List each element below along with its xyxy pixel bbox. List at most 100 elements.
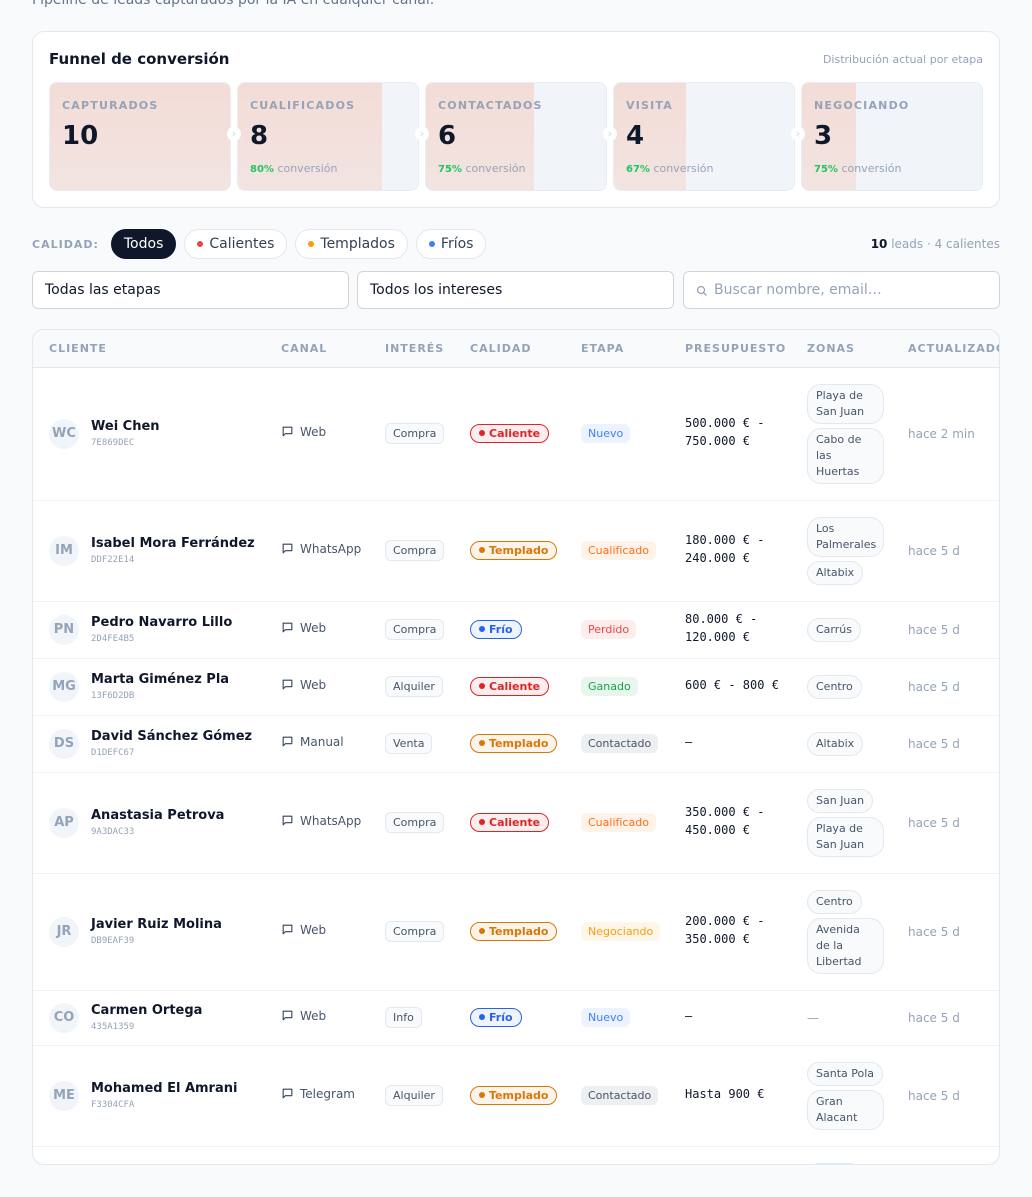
client-name: Javier Ruiz Molina xyxy=(91,917,222,932)
arrow: › xyxy=(415,127,429,141)
client-text: Javier Ruiz Molina DB9EAF39 xyxy=(91,917,222,946)
client-text: Isabel Mora Ferrández DDF22E14 xyxy=(91,536,255,565)
quality-chip[interactable]: Templados xyxy=(295,229,408,259)
leads-table: CLIENTE CANAL INTERÉS CALIDAD ETAPA PRESUPUES… xyxy=(33,330,999,1164)
lead-row[interactable]: PN Pedro Navarro Lillo 2D4FE4B5 Web Compra Fr… xyxy=(33,601,999,659)
channel-icon xyxy=(282,622,293,633)
quality-chip[interactable]: Calientes xyxy=(184,229,288,259)
funnel-stage: CAPTURADOS 10 xyxy=(49,82,231,191)
funnel-stage: NEGOCIANDO 3 75% conversión xyxy=(801,82,983,191)
avatar: IM xyxy=(49,535,79,566)
client-text: Anastasia Petrova 9A3DAC33 xyxy=(91,808,224,837)
lead-row[interactable]: CO Carmen Ortega 435A1359 Web Info Frío Nuevo —… xyxy=(33,990,999,1046)
client-name: Isabel Mora Ferrández xyxy=(91,536,255,551)
client-id: 2D4FE4B5 xyxy=(91,634,135,644)
updated: hace 5 d xyxy=(908,543,960,558)
stage-rate: 67% conversión xyxy=(626,162,713,175)
cell-channel: WhatsApp xyxy=(281,1146,385,1164)
stage-fill xyxy=(426,83,534,190)
channel-icon xyxy=(282,426,293,437)
cell-interest: Alquiler xyxy=(385,658,470,716)
client: JR Javier Ruiz Molina DB9EAF39 xyxy=(49,916,281,947)
client-text: David Sánchez Gómez D1DEFC67 xyxy=(91,729,252,758)
zone-chip: Gran Alacant xyxy=(807,1089,884,1130)
cell-budget: 180.000 € - 240.000 € xyxy=(685,500,807,602)
quality-chip[interactable]: Fríos xyxy=(415,229,487,259)
select[interactable]: Todos los intereses xyxy=(357,271,674,309)
summary-text: leads · 4 calientes xyxy=(891,237,1000,251)
rate-value: 75% xyxy=(438,164,462,175)
cell-interest: Alquiler xyxy=(385,1045,470,1147)
client: IM Isabel Mora Ferrández DDF22E14 xyxy=(49,535,281,566)
lead-row[interactable]: ME Mohamed El Amrani F3304CFA Telegram Alqui… xyxy=(33,1045,999,1147)
lead-row[interactable]: DS David Sánchez Gómez D1DEFC67 Manual Venta… xyxy=(33,715,999,773)
cell-quality: Caliente xyxy=(470,658,581,716)
quality-pill: Templado xyxy=(470,1086,558,1105)
cell-stage: Nuevo xyxy=(581,990,685,1046)
header-row: CLIENTE CANAL INTERÉS CALIDAD ETAPA PRESUPUES… xyxy=(33,330,999,368)
column-header: ETAPA xyxy=(581,330,685,368)
quality-dot xyxy=(479,928,485,934)
lead-row[interactable]: IM Isabel Mora Ferrández DDF22E14 WhatsApp C… xyxy=(33,500,999,602)
cell-quality: Templado xyxy=(470,873,581,991)
cell-updated: hace 5 d xyxy=(908,1045,999,1147)
quality-pill: Caliente xyxy=(470,813,550,832)
quality-pill: Frío xyxy=(470,1008,522,1027)
stage-label: NEGOCIANDO xyxy=(814,99,910,112)
channel: WhatsApp xyxy=(281,814,385,828)
zone-chip: Avenida de la Libertad xyxy=(807,917,884,974)
stage-rate: 75% conversión xyxy=(814,162,901,175)
channel: Web xyxy=(281,923,385,937)
cell-channel: Web xyxy=(281,990,385,1046)
channel: WhatsApp xyxy=(281,542,385,556)
interest-pill: Alquiler xyxy=(385,1085,443,1106)
cell-budget: 150.000 € - 200.000 € xyxy=(685,1146,807,1164)
quality-chip[interactable]: Todos xyxy=(110,229,177,259)
client-id: 435A1359 xyxy=(91,1022,135,1032)
cell-stage: Cualificado xyxy=(581,500,685,602)
channel-name: Telegram xyxy=(300,1086,355,1101)
cell-zones: — xyxy=(807,990,908,1046)
subtitle: Pipeline de leads capturados por la IA e… xyxy=(32,0,435,8)
avatar: JR xyxy=(49,916,79,947)
lead-row[interactable]: MG Marta Giménez Pla 13F6D2DB Web Alquiler Ca… xyxy=(33,658,999,716)
stage-pill: Nuevo xyxy=(581,424,631,443)
client-id: D1DEFC67 xyxy=(91,748,135,758)
rate-text: conversión xyxy=(465,162,526,175)
lead-row[interactable]: LFLucía FernándezF7879D62WhatsAppCompraC… xyxy=(33,1146,999,1164)
stage-label: CAPTURADOS xyxy=(62,99,159,112)
arrow: › xyxy=(791,127,805,141)
client-text: Mohamed El Amrani F3304CFA xyxy=(91,1081,237,1110)
cell-updated: hace 5 d xyxy=(908,601,999,659)
rate-value: 75% xyxy=(814,164,838,175)
cell-zones: Centro Avenida de la Libertad xyxy=(807,873,908,991)
quality-label: Templado xyxy=(489,1089,549,1102)
summary-count: 10 xyxy=(870,237,888,251)
column-header: ZONAS xyxy=(807,330,908,368)
search-input[interactable]: Buscar nombre, email… xyxy=(683,271,1000,309)
client: WC Wei Chen 7E869DEC xyxy=(49,418,281,449)
quality-label: Templado xyxy=(489,544,549,557)
stage-fill xyxy=(802,83,856,190)
cell-zones: Centro xyxy=(807,658,908,716)
channel-name: Web xyxy=(300,677,327,692)
lead-row[interactable]: JR Javier Ruiz Molina DB9EAF39 Web Compra Tem… xyxy=(33,873,999,991)
select[interactable]: Todas las etapas xyxy=(32,271,349,309)
cell-updated: hace 5 d xyxy=(908,500,999,602)
client-name: Mohamed El Amrani xyxy=(91,1081,238,1096)
cell-channel: Telegram xyxy=(281,1045,385,1147)
stage-label: CONTACTADOS xyxy=(438,99,543,112)
quality-pill: Frío xyxy=(470,620,522,639)
zone-chip: Carrús xyxy=(807,617,861,642)
cell-interest: Compra xyxy=(385,873,470,991)
chip-label: Calientes xyxy=(209,236,275,252)
interest-pill: Compra xyxy=(385,921,445,942)
zone-chip: Playa de San Juan xyxy=(807,816,884,857)
stage-label: CUALIFICADOS xyxy=(250,99,356,112)
lead-row[interactable]: AP Anastasia Petrova 9A3DAC33 WhatsApp Compr… xyxy=(33,772,999,874)
funnel-stage: VISITA 4 67% conversión xyxy=(613,82,795,191)
avatar: WC xyxy=(49,418,79,449)
zone-chip: Centro xyxy=(807,889,862,914)
lead-row[interactable]: WC Wei Chen 7E869DEC Web Compra Caliente Nuevo… xyxy=(33,367,999,501)
client-name: Anastasia Petrova xyxy=(91,808,225,823)
